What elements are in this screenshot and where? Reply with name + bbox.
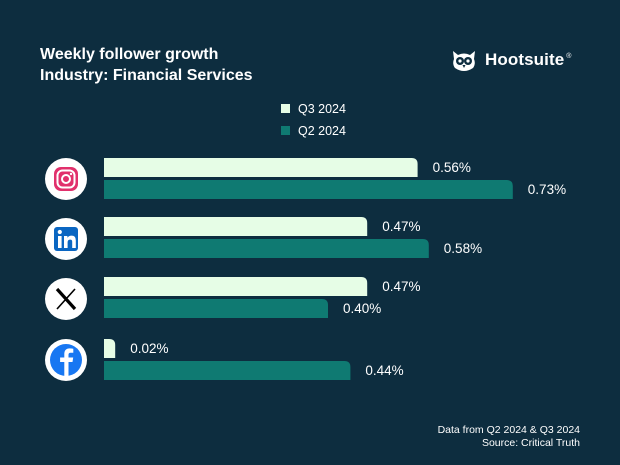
platform-icons bbox=[45, 158, 87, 381]
bar-x-q2 bbox=[104, 299, 328, 318]
value-label-instagram-q2: 0.73% bbox=[528, 182, 566, 197]
linkedin-icon-n bbox=[64, 235, 76, 248]
value-label-instagram-q3: 0.56% bbox=[433, 160, 471, 175]
x-icon-stroke-b bbox=[56, 288, 76, 310]
bar-facebook-q3 bbox=[104, 339, 116, 358]
chart-legend: Q3 2024 Q2 2024 bbox=[281, 102, 346, 138]
chart-title: Weekly follower growth Industry: Financi… bbox=[40, 44, 253, 86]
bar-x-q3 bbox=[104, 277, 368, 296]
value-label-linkedin-q2: 0.58% bbox=[444, 241, 482, 256]
instagram-icon bbox=[45, 158, 87, 200]
owl-icon bbox=[453, 51, 475, 71]
instagram-icon-tile bbox=[54, 167, 78, 191]
data-range-note: Data from Q2 2024 & Q3 2024 bbox=[437, 424, 580, 436]
bar-linkedin-q2 bbox=[104, 239, 429, 258]
value-label-linkedin-q3: 0.47% bbox=[382, 219, 420, 234]
data-labels: 0.56%0.73%0.47%0.58%0.47%0.40%0.02%0.44% bbox=[130, 160, 566, 378]
chart-bars bbox=[104, 158, 513, 380]
legend-swatch-q2 bbox=[281, 126, 290, 135]
instagram-icon-dot bbox=[69, 172, 73, 176]
title-line-2: Industry: Financial Services bbox=[40, 67, 253, 84]
value-label-facebook-q3: 0.02% bbox=[130, 341, 168, 356]
value-label-x-q2: 0.40% bbox=[343, 301, 381, 316]
legend-label-q3: Q3 2024 bbox=[298, 102, 346, 116]
value-label-facebook-q2: 0.44% bbox=[365, 363, 403, 378]
linkedin-icon-i-stem bbox=[58, 236, 62, 248]
bar-instagram-q3 bbox=[104, 158, 418, 177]
bar-facebook-q2 bbox=[104, 361, 351, 380]
source-note: Source: Critical Truth bbox=[481, 437, 580, 449]
facebook-icon-f bbox=[60, 348, 74, 376]
x-icon bbox=[45, 278, 87, 320]
linkedin-icon-i-dot bbox=[57, 229, 62, 235]
linkedin-icon bbox=[45, 218, 87, 260]
bar-linkedin-q3 bbox=[104, 217, 368, 236]
bar-instagram-q2 bbox=[104, 180, 513, 199]
facebook-icon bbox=[45, 339, 87, 381]
value-label-x-q3: 0.47% bbox=[382, 279, 420, 294]
instagram-icon-lens bbox=[61, 174, 71, 184]
title-line-1: Weekly follower growth bbox=[40, 46, 219, 63]
instagram-icon-frame bbox=[56, 169, 76, 189]
legend-swatch-q3 bbox=[281, 104, 290, 113]
brand-logo: Hootsuite ® bbox=[449, 47, 571, 73]
registered-mark: ® bbox=[566, 52, 572, 60]
chart-footer: Data from Q2 2024 & Q3 2024 Source: Crit… bbox=[438, 424, 580, 450]
brand-name: Hootsuite bbox=[485, 50, 565, 69]
legend-label-q2: Q2 2024 bbox=[298, 124, 346, 138]
